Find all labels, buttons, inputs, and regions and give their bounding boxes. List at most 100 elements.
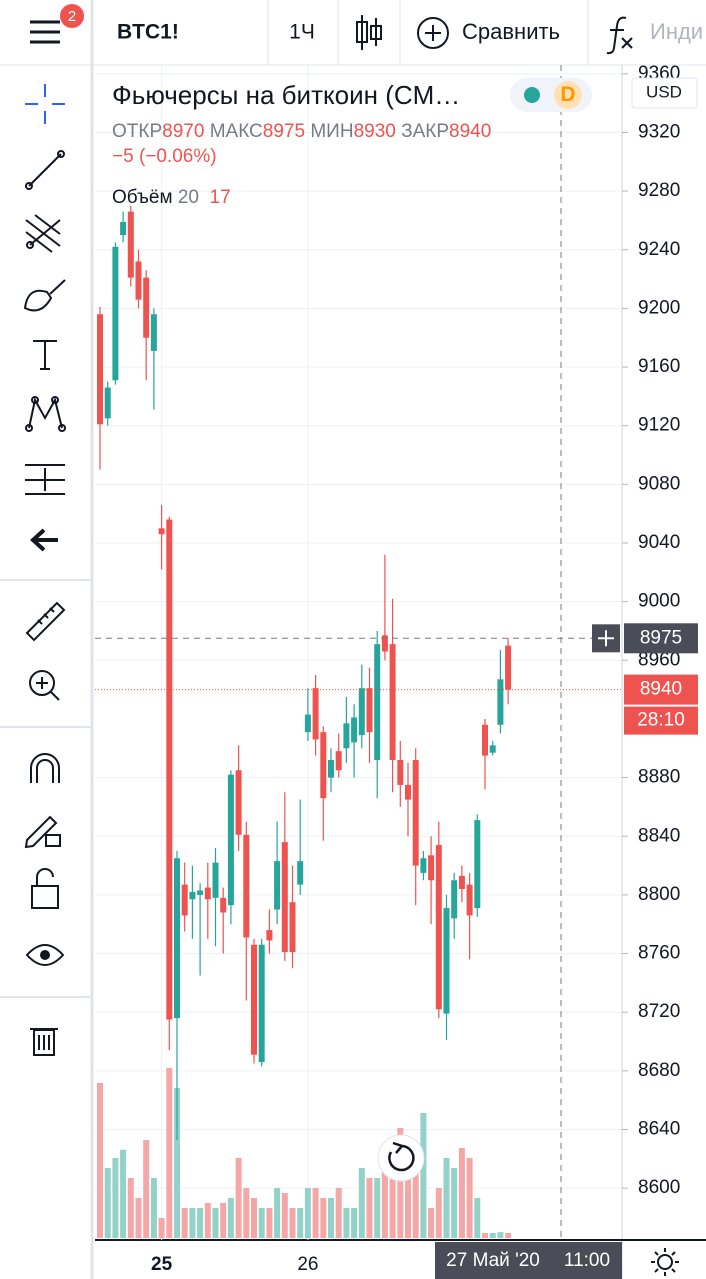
magnet-tool[interactable]	[30, 753, 60, 783]
candle-body	[435, 845, 442, 1010]
currency[interactable]: USD	[646, 82, 682, 101]
ruler-tool[interactable]	[25, 601, 66, 642]
volume-bar	[335, 1188, 342, 1238]
open-value: 8970	[162, 121, 205, 142]
candle-body	[166, 519, 173, 1020]
candle-body	[104, 387, 111, 419]
volume-bar	[97, 1083, 103, 1238]
pattern-tool[interactable]	[25, 396, 66, 432]
crosshair-tool[interactable]	[25, 84, 65, 124]
candle-body	[412, 760, 419, 866]
candle-body	[212, 862, 219, 898]
crosshair-date-box	[435, 1242, 552, 1279]
volume-ma: 20	[177, 187, 199, 208]
chart-title: Фьючерсы на биткоин (CM…	[112, 80, 461, 110]
ohlc-legend: ОТКР8970 МАКС8975 МИН8930 ЗАКР8940	[112, 121, 491, 143]
volume-bar	[243, 1188, 250, 1238]
fib-tool[interactable]	[25, 464, 65, 495]
crosshair-price: 8975	[640, 627, 682, 648]
candle-body	[320, 732, 327, 799]
candle-body	[466, 884, 473, 916]
status-pill[interactable]: D	[510, 78, 592, 112]
candle-body	[235, 770, 242, 835]
volume-bar	[443, 1158, 450, 1238]
y-tick-label: 9080	[638, 473, 680, 494]
volume-label: Объём	[112, 187, 173, 208]
x-tick-label: 26	[297, 1254, 318, 1275]
reset-button[interactable]	[377, 1134, 425, 1182]
volume-bar	[397, 1128, 404, 1238]
open-label: ОТКР	[112, 121, 163, 142]
compare-button[interactable]: Сравнить	[462, 19, 560, 44]
candle-body	[474, 820, 481, 909]
volume-bar	[351, 1208, 358, 1238]
crosshair-time: 11:00	[564, 1250, 610, 1271]
menu-button[interactable]	[30, 20, 60, 44]
candle-body	[397, 760, 404, 785]
badge	[60, 4, 84, 28]
volume-bar	[174, 1088, 180, 1238]
candle-body	[366, 688, 373, 733]
y-tick-label: 8640	[638, 1119, 680, 1140]
hide-toolbar-button[interactable]	[30, 528, 58, 552]
symbol[interactable]: BTC1!	[117, 21, 179, 44]
volume-bar	[358, 1168, 365, 1238]
y-tick-label: 8680	[638, 1060, 680, 1081]
low-value: 8930	[353, 121, 396, 142]
candle-body	[120, 221, 127, 236]
volume-bar	[158, 1218, 165, 1238]
candle-body	[297, 861, 304, 885]
volume-bar	[482, 1233, 488, 1238]
x-tick-label: 25	[151, 1254, 173, 1275]
y-tick-label: 9120	[638, 415, 680, 436]
candle-body	[158, 528, 165, 535]
currency-box[interactable]	[631, 77, 698, 109]
text-tool[interactable]	[33, 340, 57, 370]
chart-type-button[interactable]	[356, 15, 382, 50]
zoom-tool[interactable]	[29, 670, 60, 701]
volume-bar	[374, 1178, 381, 1238]
volume-bar	[181, 1208, 188, 1238]
lock-drawing-tool[interactable]	[24, 815, 61, 849]
volume-bar	[251, 1198, 257, 1238]
candle-body	[258, 944, 265, 1063]
pitchfork-tool[interactable]	[25, 214, 61, 253]
lock-tool[interactable]	[31, 868, 59, 909]
volume-bar	[297, 1208, 304, 1238]
candle-body	[135, 261, 142, 300]
candle-body	[97, 314, 103, 425]
volume-bar	[289, 1208, 296, 1238]
indicators-button[interactable]: Инди	[650, 19, 703, 44]
candle-body	[304, 714, 311, 733]
countdown: 28:10	[637, 710, 685, 731]
crosshair-date: 27 Май '20	[446, 1250, 540, 1271]
interval[interactable]: 1Ч	[289, 21, 315, 44]
compare-icon[interactable]	[417, 17, 449, 49]
plot: 9360932092809240920091609120908090409000…	[95, 63, 680, 1275]
candle-body	[266, 930, 273, 941]
volume-bar	[405, 1178, 411, 1238]
candle-body	[489, 745, 496, 753]
low-label: МИН	[310, 121, 354, 142]
visibility-tool[interactable]	[25, 944, 65, 966]
brush-tool[interactable]	[23, 279, 66, 312]
crosshair-time-box	[552, 1242, 622, 1279]
volume-bar	[104, 1168, 111, 1238]
y-tick-label: 9320	[638, 121, 680, 142]
candle-body	[458, 875, 465, 890]
candle-body	[150, 314, 157, 351]
volume-bar	[435, 1188, 442, 1238]
candle-body	[112, 246, 119, 381]
candle-body	[428, 855, 435, 881]
delete-tool[interactable]	[30, 1028, 58, 1056]
volume-bar	[366, 1178, 373, 1238]
candle-body	[343, 723, 350, 749]
y-tick-label: 8880	[638, 767, 680, 788]
trend-line-tool[interactable]	[25, 150, 65, 190]
volume-bar	[274, 1188, 281, 1238]
volume-bar	[166, 1068, 173, 1238]
settings-button[interactable]	[651, 1248, 679, 1276]
candle-body	[443, 908, 450, 1014]
close-value: 8940	[449, 121, 492, 142]
indicators-icon[interactable]	[606, 16, 633, 55]
